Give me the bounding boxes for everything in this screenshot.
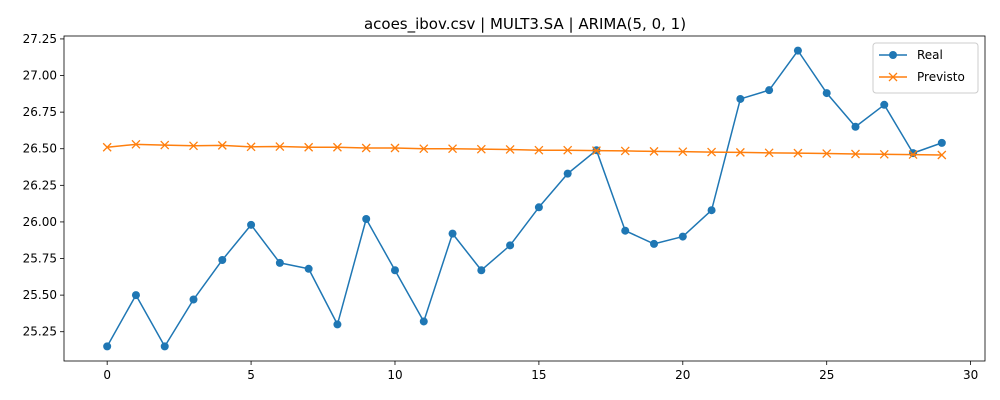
legend-label: Previsto — [917, 70, 965, 84]
data-point — [879, 149, 889, 159]
chart-title: acoes_ibov.csv | MULT3.SA | ARIMA(5, 0, … — [364, 15, 686, 34]
data-point — [735, 147, 745, 157]
data-point — [764, 148, 774, 158]
series-real — [103, 46, 946, 351]
data-point — [851, 149, 860, 159]
y-tick-label: 25.50 — [23, 288, 57, 302]
data-point — [736, 94, 745, 103]
data-point — [390, 143, 400, 153]
data-point — [419, 144, 429, 154]
data-point — [246, 142, 256, 152]
series-line-real — [106, 49, 943, 348]
legend-marker — [889, 51, 897, 59]
x-tick-label: 20 — [675, 368, 690, 382]
legend-label: Real — [917, 48, 943, 62]
data-point — [131, 139, 141, 149]
plot-area — [63, 35, 986, 362]
y-tick-label: 26.75 — [23, 105, 57, 119]
data-point — [275, 258, 284, 267]
data-point — [189, 141, 198, 151]
data-point — [217, 140, 227, 150]
x-tick-label: 15 — [531, 368, 546, 382]
x-tick-label: 10 — [387, 368, 402, 382]
data-point — [160, 342, 169, 351]
data-point — [361, 143, 371, 153]
data-point — [534, 145, 544, 155]
data-point — [476, 144, 486, 154]
data-point — [390, 266, 399, 275]
data-point — [591, 146, 601, 156]
y-tick-label: 27.25 — [23, 32, 57, 46]
data-point — [332, 142, 342, 152]
x-tick-label: 5 — [247, 368, 255, 382]
data-point — [822, 89, 831, 98]
data-point — [505, 144, 515, 154]
data-point — [937, 138, 946, 147]
data-point — [765, 86, 774, 95]
data-point — [362, 214, 371, 223]
data-point — [650, 239, 659, 248]
data-point — [189, 295, 198, 304]
data-point — [851, 122, 860, 131]
data-point — [563, 169, 572, 178]
y-tick-label: 26.50 — [23, 142, 57, 156]
x-axis: 0 5 10 15 20 25 30 — [103, 361, 978, 382]
data-point — [218, 255, 227, 264]
data-point — [620, 146, 630, 156]
legend: Real Previsto — [872, 42, 979, 94]
data-point — [419, 317, 428, 326]
data-point — [103, 342, 112, 351]
x-tick-label: 25 — [819, 368, 834, 382]
series-line-previsto — [107, 143, 942, 156]
data-point — [333, 320, 342, 329]
data-point — [304, 142, 314, 152]
data-point — [563, 145, 573, 155]
data-point — [506, 241, 515, 250]
data-point — [707, 206, 716, 215]
data-point — [448, 229, 457, 238]
legend-item-real: Real — [879, 48, 943, 62]
x-tick-label: 30 — [963, 368, 978, 382]
data-point — [793, 46, 802, 55]
legend-item-previsto: Previsto — [879, 70, 965, 84]
data-point — [477, 266, 486, 275]
data-point — [247, 220, 256, 229]
data-point — [822, 149, 832, 159]
data-point — [275, 142, 285, 151]
data-point — [649, 146, 659, 156]
x-tick-label: 0 — [103, 368, 111, 382]
series-previsto — [102, 139, 947, 160]
data-point — [621, 226, 630, 235]
data-point — [102, 142, 112, 152]
data-point — [909, 149, 918, 158]
y-tick-label: 26.00 — [23, 215, 57, 229]
data-point — [937, 150, 947, 160]
data-point — [880, 100, 889, 109]
y-tick-label: 27.00 — [23, 69, 57, 83]
y-tick-label: 25.25 — [23, 325, 57, 339]
data-point — [908, 150, 918, 160]
data-point — [304, 264, 313, 273]
y-tick-label: 26.25 — [23, 178, 57, 192]
data-point — [160, 140, 170, 150]
data-point — [793, 148, 803, 158]
data-point — [678, 232, 687, 241]
data-point — [131, 291, 140, 300]
legend-marker — [888, 72, 898, 82]
plot-frame — [63, 35, 986, 362]
y-tick-label: 25.75 — [23, 252, 57, 266]
data-point — [678, 147, 688, 157]
y-axis: 25.25 25.50 25.75 26.00 26.25 26.50 26.75 27.00… — [23, 32, 64, 339]
data-point — [534, 203, 543, 212]
data-point — [707, 147, 717, 157]
data-point — [448, 144, 458, 154]
